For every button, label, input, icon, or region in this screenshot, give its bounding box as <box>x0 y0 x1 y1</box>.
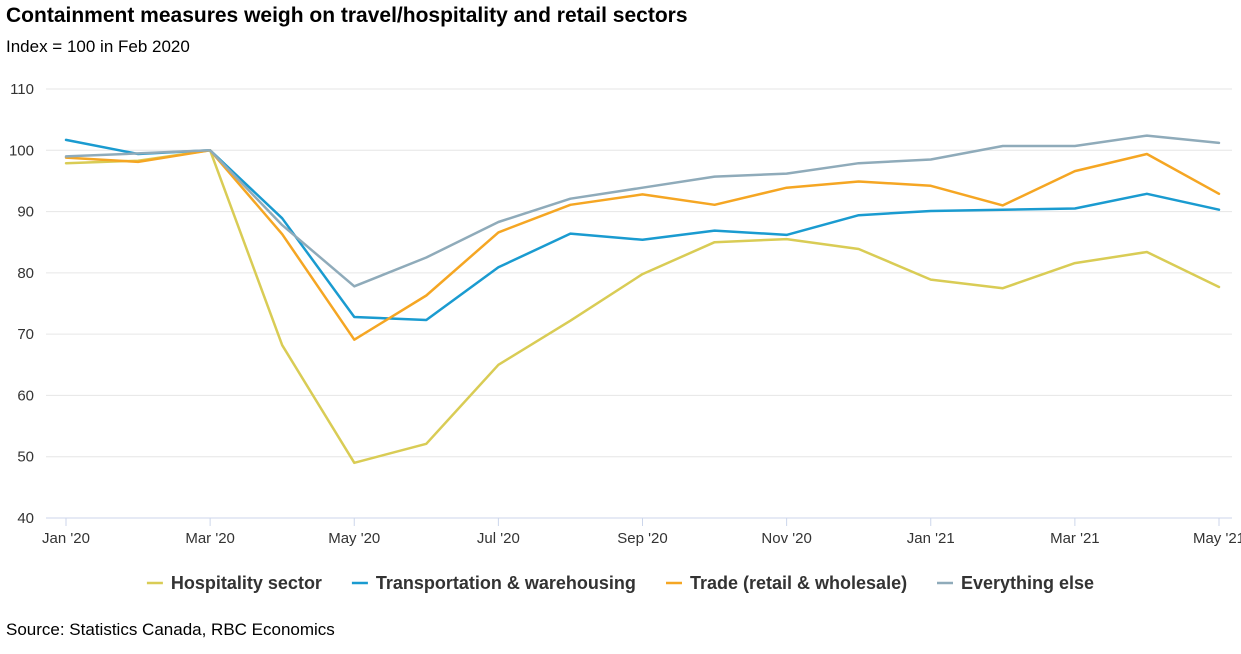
legend-item-hospitality[interactable]: Hospitality sector <box>146 573 322 593</box>
legend-item-transportation[interactable]: Transportation & warehousing <box>351 573 636 593</box>
legend: Hospitality sector Transportation & wareh… <box>146 573 1094 593</box>
legend-label: Transportation & warehousing <box>376 573 636 593</box>
series-line-transportation[interactable] <box>64 138 1221 322</box>
y-tick-label: 50 <box>17 449 34 466</box>
y-tick-label: 110 <box>10 81 34 98</box>
x-axis: Jan '20 Mar '20 May '20 Jul '20 Sep '20 Nov '… <box>42 517 1241 547</box>
source-note: Source: Statistics Canada, RBC Economics <box>6 620 335 639</box>
x-tick-label: May '21 <box>1193 530 1241 547</box>
y-tick-label: 40 <box>17 510 34 527</box>
x-tick-label: Jul '20 <box>477 530 520 547</box>
series-line-everything-else[interactable] <box>64 134 1221 288</box>
series-line-hospitality[interactable] <box>64 149 1221 465</box>
legend-item-trade[interactable]: Trade (retail & wholesale) <box>666 573 907 593</box>
x-tick-label: Mar '21 <box>1050 530 1100 547</box>
y-tick-label: 60 <box>17 387 34 404</box>
series-line-trade[interactable] <box>64 149 1221 341</box>
chart-subtitle: Index = 100 in Feb 2020 <box>6 37 190 56</box>
grid-lines <box>46 88 1232 458</box>
legend-label: Everything else <box>961 573 1094 593</box>
x-tick-label: Sep '20 <box>617 530 667 547</box>
legend-label: Trade (retail & wholesale) <box>690 573 907 593</box>
chart-title: Containment measures weigh on travel/hos… <box>6 4 688 27</box>
y-tick-label: 100 <box>9 142 34 159</box>
x-tick-label: Mar '20 <box>185 530 235 547</box>
x-tick-label: Jan '21 <box>907 530 955 547</box>
y-tick-label: 70 <box>17 326 34 343</box>
y-tick-label: 80 <box>17 265 34 282</box>
y-axis-tick-labels: 40 50 60 70 80 90 100 110 <box>9 81 34 527</box>
x-tick-label: Nov '20 <box>761 530 811 547</box>
x-tick-label: Jan '20 <box>42 530 90 547</box>
series-lines <box>64 134 1221 465</box>
y-tick-label: 90 <box>17 204 34 221</box>
x-tick-label: May '20 <box>328 530 380 547</box>
legend-label: Hospitality sector <box>171 573 322 593</box>
legend-item-everything-else[interactable]: Everything else <box>937 573 1094 593</box>
